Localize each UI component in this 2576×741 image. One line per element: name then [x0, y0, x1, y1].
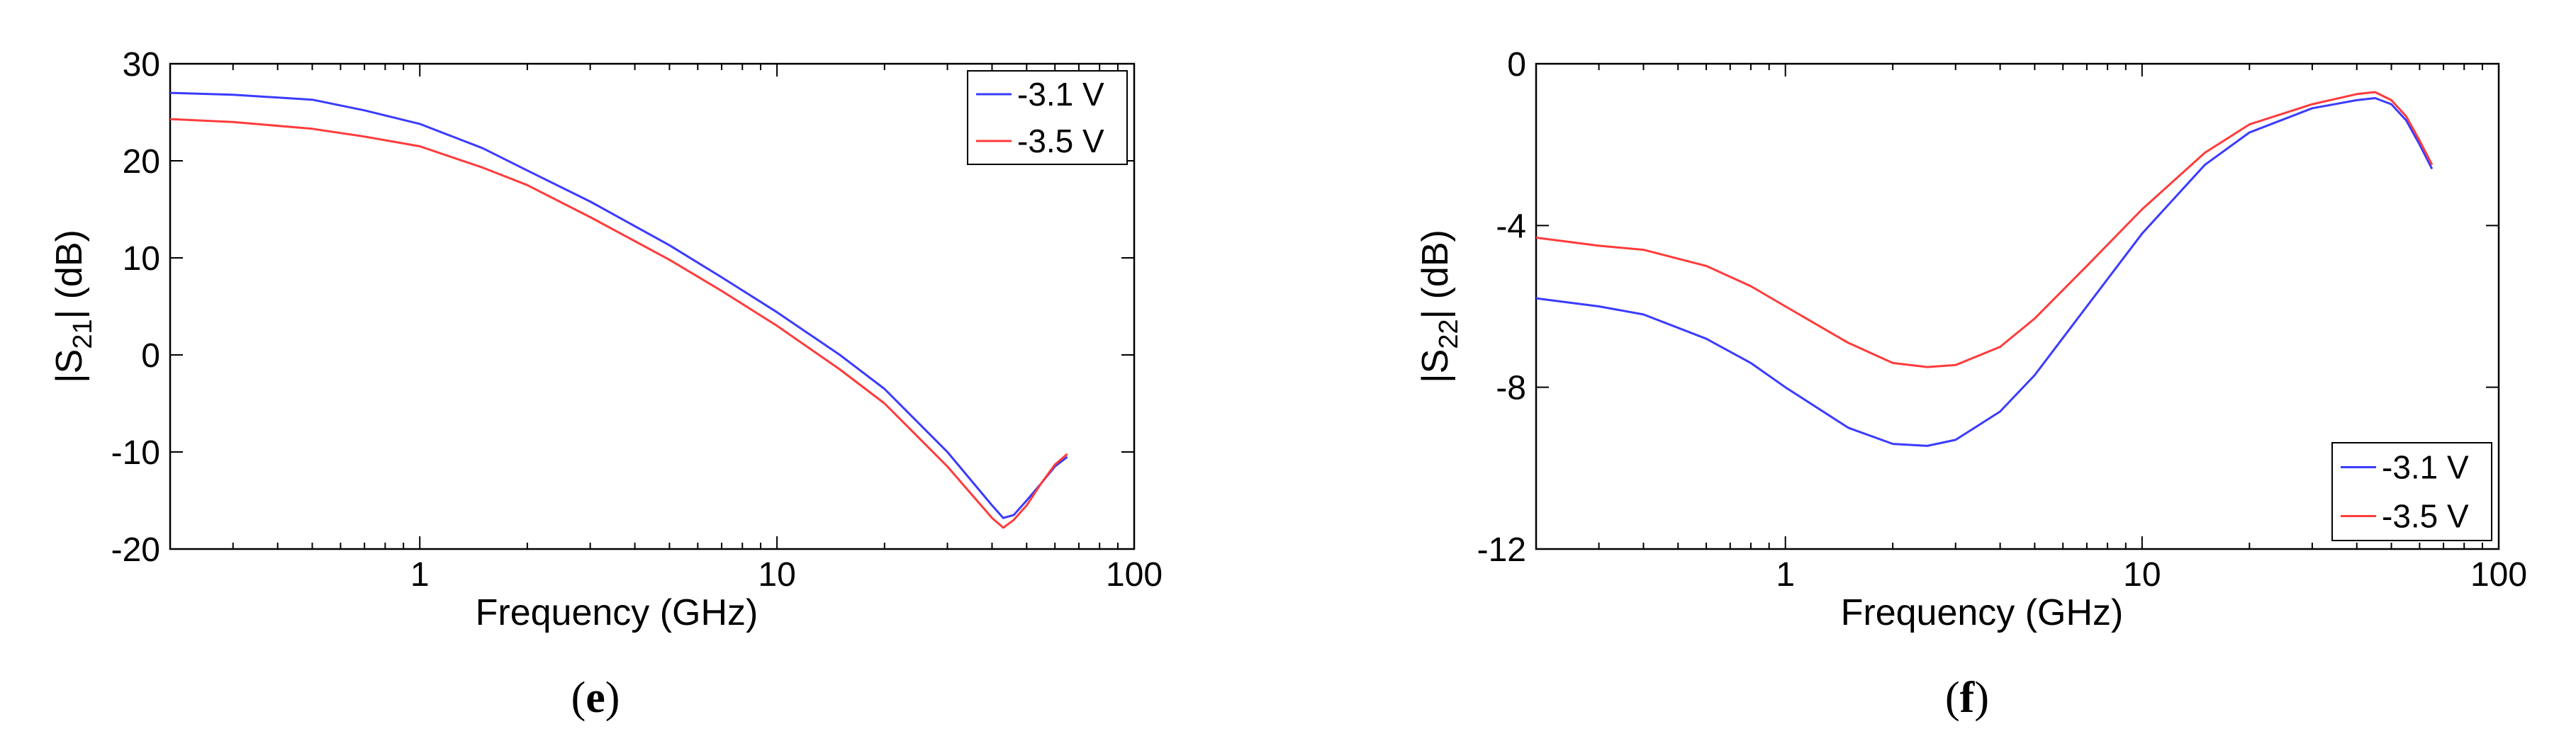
legend-label-1: -3.1 V	[2382, 449, 2469, 486]
caption-letter: f	[1960, 674, 1976, 722]
plot-frame	[1535, 62, 2500, 550]
x-tick-label: 100	[2470, 556, 2527, 594]
y-tick-label: 20	[123, 143, 160, 181]
panel-caption: (e)	[571, 674, 620, 722]
caption-close: )	[1974, 674, 1989, 722]
series-line-2	[169, 118, 1068, 529]
y-axis-label-sub: 22	[1434, 319, 1464, 349]
y-tick-label: 10	[123, 240, 160, 278]
legend-label-2: -3.5 V	[1017, 123, 1104, 159]
series-line-2	[1535, 91, 2434, 368]
panel-caption: (f)	[1945, 674, 1989, 722]
caption-letter: e	[586, 674, 605, 722]
caption-close: )	[605, 674, 620, 722]
legend-label-1: -3.1 V	[1017, 76, 1104, 113]
legend-label-2: -3.5 V	[2382, 498, 2469, 535]
x-axis-label: Frequency (GHz)	[1841, 592, 2124, 633]
y-tick-label: -12	[1477, 531, 1526, 569]
y-axis-label: |S21| (dB)	[49, 230, 98, 383]
x-axis-label: Frequency (GHz)	[476, 592, 758, 633]
y-tick-label: -4	[1496, 208, 1526, 245]
y-tick-label: 30	[123, 46, 160, 84]
caption-open: (	[1945, 674, 1960, 722]
chart-f: 1 10 100 -12 -8 -4 0 -3.1 V -3.5 V Frequency (GHz…	[1415, 46, 2527, 722]
y-tick-label: 0	[141, 337, 160, 375]
series-line-1	[1535, 97, 2434, 447]
legend-box	[2331, 442, 2492, 541]
y-axis-label-post: | (dB)	[49, 230, 90, 319]
x-tick-label: 10	[758, 556, 795, 594]
series-line-1	[169, 91, 1068, 519]
y-tick-label: 0	[1507, 46, 1526, 84]
chart-e: 1 10 100 -20 -10 0 10 20 30 -3.1 V -3.5 V Frequency…	[49, 46, 1163, 722]
y-tick-label: -10	[111, 434, 160, 472]
x-minor-ticks	[232, 64, 1119, 549]
legend-box	[967, 70, 1128, 165]
y-tick-label: -8	[1496, 370, 1526, 407]
x-tick-label: 100	[1106, 556, 1163, 594]
y-tick-label: -20	[111, 531, 160, 569]
plot-frame	[169, 62, 1136, 550]
y-axis-label-sub: 21	[68, 319, 98, 349]
y-axis-label-pre: |S	[49, 349, 90, 383]
legend: -3.1 V -3.5 V	[2331, 442, 2492, 541]
x-tick-label: 1	[1776, 556, 1795, 594]
y-axis-label: |S22| (dB)	[1415, 230, 1464, 383]
caption-open: (	[571, 674, 586, 722]
x-tick-label: 1	[410, 556, 430, 594]
x-minor-ticks	[1598, 64, 2483, 549]
y-axis-label-pre: |S	[1415, 349, 1456, 383]
y-axis-label-post: | (dB)	[1415, 230, 1456, 319]
legend: -3.1 V -3.5 V	[967, 70, 1128, 165]
x-tick-label: 10	[2123, 556, 2161, 594]
